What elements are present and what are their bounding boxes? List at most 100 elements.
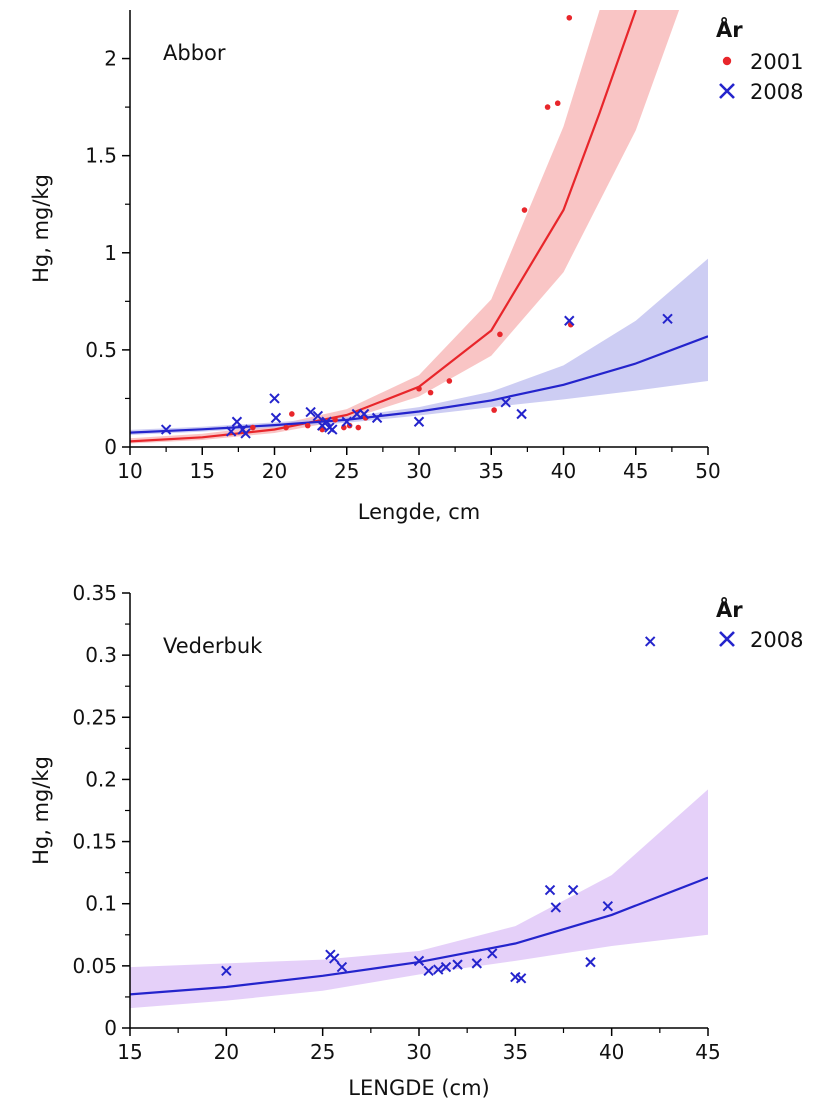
- data-point-2008: [423, 965, 434, 977]
- legend: År 2001 2008: [716, 17, 803, 104]
- x-tick-label: 15: [117, 1040, 142, 1064]
- plot-area: [130, 636, 708, 1009]
- y-tick-label: 0.5: [85, 338, 117, 362]
- data-point-2008: [567, 884, 579, 896]
- data-point-2008: [270, 412, 282, 424]
- chart-panel-0: 10 15 20 25 30 35 40 45 50 0 0.5 1 1.5 2 Lengde, cm Hg,…: [29, 10, 803, 524]
- data-point-2008: [321, 416, 332, 427]
- data-point-2001: [566, 14, 573, 21]
- y-tick-label: 0.15: [72, 830, 117, 854]
- legend-marker-2008: [719, 631, 735, 647]
- confidence-band-2008: [130, 789, 708, 1009]
- data-point-2008: [433, 964, 444, 975]
- x-tick-label: 30: [406, 1040, 431, 1064]
- data-point-2001: [416, 385, 422, 392]
- data-point-2008: [336, 961, 348, 973]
- data-point-2001: [355, 424, 362, 431]
- data-point-2001: [497, 331, 503, 338]
- data-point-2001: [427, 389, 434, 396]
- data-point-2008: [413, 416, 425, 427]
- x-tick-label: 40: [551, 459, 576, 483]
- data-point-2008: [471, 958, 483, 969]
- legend-title: År: [716, 597, 743, 622]
- data-point-2008: [240, 428, 251, 439]
- data-point-2008: [644, 636, 656, 647]
- data-point-2001: [250, 424, 256, 431]
- data-point-2001: [544, 104, 551, 110]
- data-point-2008: [550, 902, 562, 913]
- y-tick-label: 1: [104, 241, 117, 265]
- y-tick-label: 0.3: [85, 643, 117, 667]
- x-tick-label: 35: [479, 459, 504, 483]
- plot-area: [130, 10, 708, 444]
- x-tick-label: 10: [117, 459, 142, 483]
- x-tick-label: 25: [334, 459, 359, 483]
- legend-marker-2001: [722, 56, 732, 66]
- data-point-2008: [452, 959, 463, 970]
- data-point-2008: [341, 416, 352, 427]
- y-tick-label: 0: [104, 435, 117, 459]
- data-point-2008: [413, 955, 425, 967]
- data-point-2001: [283, 424, 289, 431]
- x-tick-label: 40: [599, 1040, 624, 1064]
- data-point-2001: [554, 100, 561, 107]
- data-point-2008: [358, 408, 370, 420]
- data-point-2008: [440, 961, 452, 973]
- data-point-2008: [564, 315, 575, 326]
- data-point-2001: [521, 207, 528, 213]
- data-point-2008: [371, 412, 383, 424]
- data-point-2001: [446, 378, 453, 384]
- data-point-2008: [221, 965, 232, 977]
- legend-marker-2008: [719, 83, 735, 99]
- data-point-2001: [491, 407, 497, 413]
- data-point-2008: [312, 410, 324, 422]
- legend-label-2001: 2001: [750, 50, 803, 74]
- panel-label: Abbor: [163, 41, 226, 65]
- data-point-2008: [160, 424, 172, 435]
- data-point-2008: [662, 313, 673, 325]
- data-point-2001: [304, 422, 311, 429]
- data-point-2008: [585, 956, 596, 968]
- y-tick-label: 0: [104, 1016, 117, 1040]
- confidence-band-2001: [130, 10, 680, 444]
- confidence-band-2008: [130, 258, 708, 435]
- data-point-2008: [516, 408, 527, 420]
- data-point-2008: [225, 426, 237, 437]
- data-point-2008: [329, 953, 340, 964]
- data-point-2008: [487, 948, 498, 959]
- data-point-2008: [515, 973, 527, 984]
- x-tick-label: 30: [406, 459, 431, 483]
- x-axis-label: LENGDE (cm): [348, 1076, 489, 1100]
- legend-label-2008: 2008: [750, 628, 803, 652]
- legend-title: År: [716, 17, 743, 42]
- x-tick-label: 50: [695, 459, 720, 483]
- y-tick-label: 0.2: [85, 767, 117, 791]
- x-tick-label: 15: [190, 459, 215, 483]
- data-point-2008: [327, 424, 338, 435]
- legend: År 2008: [716, 597, 803, 652]
- y-tick-label: 1.5: [85, 144, 117, 168]
- chart-panel-1: 15 20 25 30 35 40 45 0 0.05 0.1 0.15 0.2 0.25 0.3 0.35…: [29, 581, 803, 1100]
- data-point-2008: [231, 416, 243, 427]
- x-tick-label: 45: [623, 459, 648, 483]
- data-point-2001: [289, 411, 295, 417]
- y-tick-label: 0.1: [85, 892, 117, 916]
- x-tick-label: 45: [695, 1040, 720, 1064]
- y-tick-label: 0.05: [72, 954, 117, 978]
- x-tick-label: 35: [503, 1040, 528, 1064]
- data-point-2001: [332, 417, 338, 423]
- legend-label-2008: 2008: [750, 80, 803, 104]
- data-point-2008: [544, 884, 556, 896]
- data-point-2008: [500, 397, 511, 408]
- panel-label: Vederbuk: [163, 634, 263, 658]
- x-tick-label: 20: [262, 459, 287, 483]
- y-axis-label: Hg, mg/kg: [29, 174, 53, 283]
- x-tick-label: 20: [214, 1040, 239, 1064]
- data-point-2008: [305, 406, 316, 418]
- y-axis-label: Hg, mg/kg: [29, 756, 53, 865]
- x-axis-label: Lengde, cm: [358, 500, 481, 524]
- x-tick-label: 25: [310, 1040, 335, 1064]
- data-point-2008: [269, 393, 280, 404]
- data-point-2008: [602, 900, 614, 912]
